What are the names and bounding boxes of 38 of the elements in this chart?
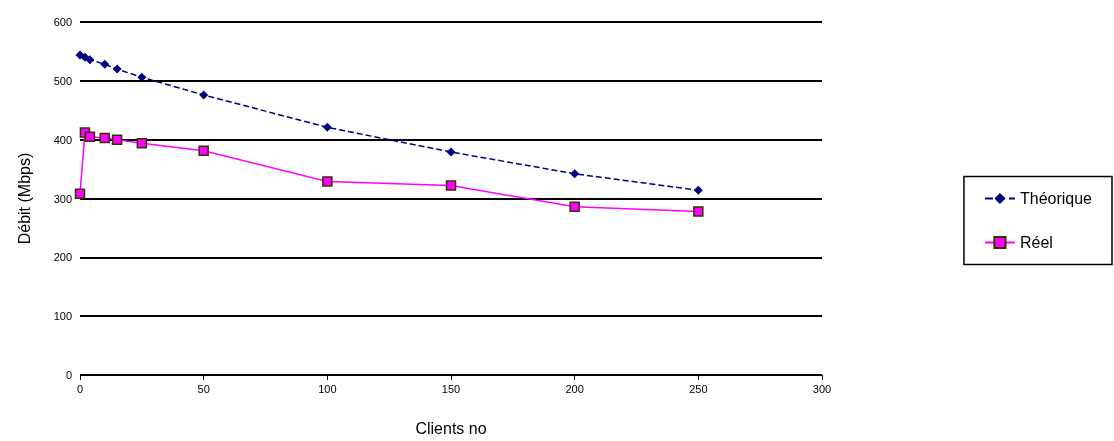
point bbox=[322, 176, 333, 187]
x-tick-label: 200 bbox=[565, 382, 584, 395]
x-tick-label: 0 bbox=[76, 382, 84, 395]
point bbox=[137, 72, 147, 82]
legend-label: Réel bbox=[1019, 234, 1053, 251]
point bbox=[198, 145, 209, 157]
point bbox=[569, 201, 580, 212]
point bbox=[84, 131, 96, 142]
point bbox=[136, 137, 148, 149]
legend-label: Théorique bbox=[1019, 190, 1093, 207]
y-tick-label: 200 bbox=[53, 251, 72, 264]
point bbox=[693, 206, 704, 217]
point bbox=[111, 134, 123, 145]
point bbox=[446, 147, 456, 157]
y-tick-label: 600 bbox=[53, 16, 72, 28]
x-tick-label: 100 bbox=[318, 382, 337, 395]
x-tick-label: 150 bbox=[441, 382, 461, 395]
x-tick-label: 250 bbox=[689, 382, 708, 395]
y-tick-label: 0 bbox=[65, 369, 72, 381]
point bbox=[80, 52, 90, 62]
y-tick-label: 400 bbox=[53, 133, 72, 146]
point bbox=[112, 64, 122, 74]
point bbox=[322, 122, 332, 132]
x-tick-label: 50 bbox=[197, 382, 210, 395]
point bbox=[99, 132, 110, 144]
point bbox=[445, 180, 457, 191]
point bbox=[570, 169, 580, 179]
x-axis-title: Clients no bbox=[415, 419, 487, 437]
point bbox=[74, 188, 86, 200]
point bbox=[199, 90, 209, 100]
point bbox=[100, 59, 110, 69]
y-tick-label: 500 bbox=[53, 74, 72, 87]
y-axis-title: Débit (Mbps) bbox=[15, 152, 33, 245]
point bbox=[693, 185, 703, 195]
x-tick-label: 300 bbox=[812, 382, 832, 395]
point bbox=[85, 55, 95, 65]
y-tick-label: 300 bbox=[53, 192, 72, 205]
y-tick-label: 100 bbox=[53, 310, 72, 323]
